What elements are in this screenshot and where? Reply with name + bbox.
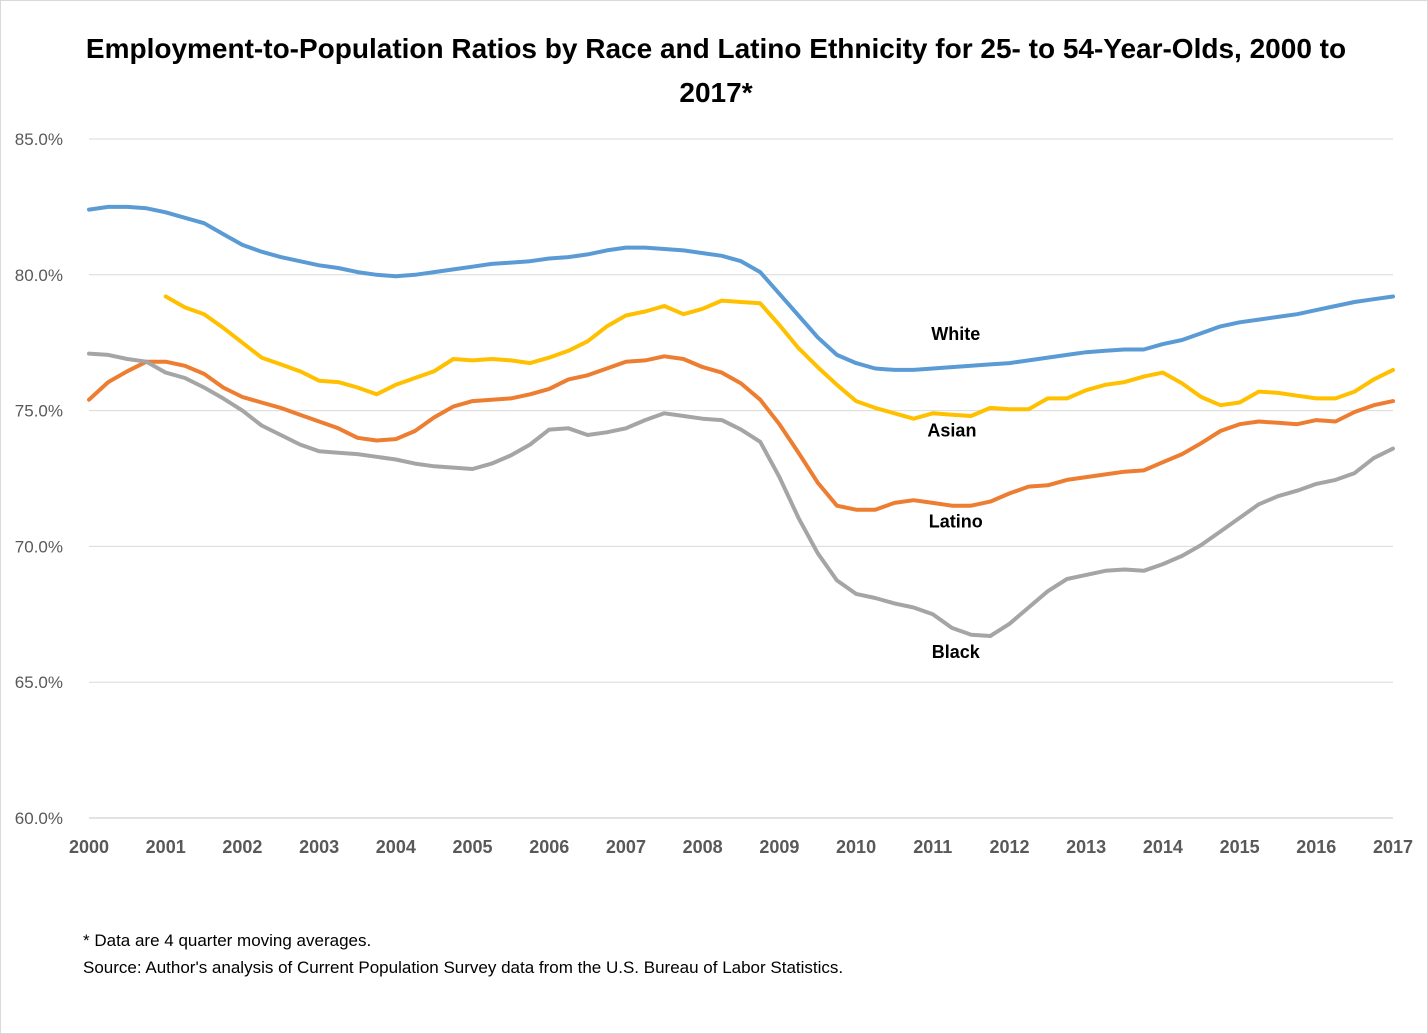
chart-title: Employment-to-Population Ratios by Race … — [85, 33, 1347, 108]
x-tick-label: 2014 — [1143, 837, 1183, 857]
x-tick-label: 2016 — [1296, 837, 1336, 857]
series-label-asian: Asian — [927, 420, 976, 440]
x-tick-label: 2012 — [989, 837, 1029, 857]
x-tick-label: 2004 — [376, 837, 416, 857]
x-tick-label: 2000 — [69, 837, 109, 857]
x-tick-label: 2009 — [759, 837, 799, 857]
series-line-asian — [163, 294, 1395, 421]
x-tick-label: 2001 — [146, 837, 186, 857]
y-tick-label: 80.0% — [15, 266, 63, 285]
series-labels: White Asian Latino Black — [927, 324, 982, 662]
x-tick-label: 2002 — [222, 837, 262, 857]
x-tick-label: 2007 — [606, 837, 646, 857]
y-tick-label: 85.0% — [15, 130, 63, 149]
series-line-latino — [87, 354, 1395, 512]
x-tick-label: 2013 — [1066, 837, 1106, 857]
footnotes: * Data are 4 quarter moving averages. So… — [83, 927, 843, 981]
x-tick-label: 2005 — [453, 837, 493, 857]
x-tick-label: 2003 — [299, 837, 339, 857]
y-tick-label: 65.0% — [15, 673, 63, 692]
x-tick-label: 2015 — [1220, 837, 1260, 857]
source-note: Source: Author's analysis of Current Pop… — [83, 958, 844, 977]
x-tick-label: 2017 — [1373, 837, 1413, 857]
y-tick-label: 75.0% — [15, 402, 63, 421]
series-line-white — [87, 204, 1395, 372]
series-label-latino: Latino — [929, 511, 983, 531]
axes: 60.0% 65.0% 70.0% 75.0% 80.0% 85.0% 2000 2001 20… — [15, 130, 1413, 857]
gridlines — [89, 138, 1393, 683]
x-tick-label: 2008 — [683, 837, 723, 857]
x-tick-label: 2006 — [529, 837, 569, 857]
series-line-black — [87, 351, 1395, 638]
moving-average-note: * Data are 4 quarter moving averages. — [83, 931, 372, 950]
x-tick-label: 2010 — [836, 837, 876, 857]
x-tick-label: 2011 — [913, 837, 952, 857]
y-tick-label: 70.0% — [15, 537, 63, 556]
series-lines — [87, 204, 1395, 638]
series-label-black: Black — [932, 642, 981, 662]
series-label-white: White — [931, 324, 980, 344]
y-tick-label: 60.0% — [15, 809, 63, 828]
